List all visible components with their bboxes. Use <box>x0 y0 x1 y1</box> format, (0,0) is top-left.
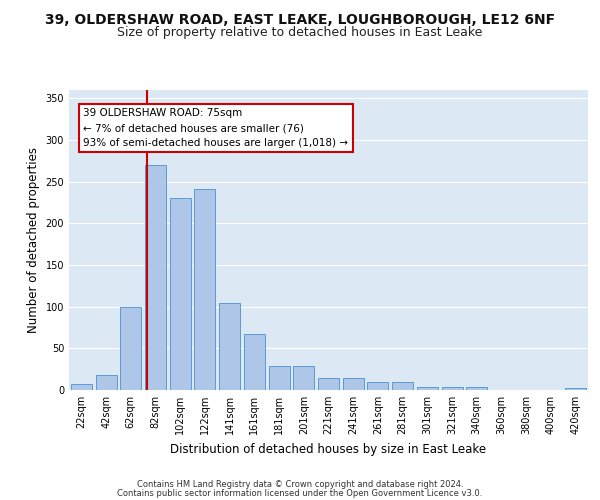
Bar <box>417 386 438 390</box>
Text: Contains public sector information licensed under the Open Government Licence v3: Contains public sector information licen… <box>118 490 482 498</box>
Bar <box>269 366 290 390</box>
Bar <box>244 334 265 390</box>
Bar <box>170 198 191 390</box>
Text: 39 OLDERSHAW ROAD: 75sqm
← 7% of detached houses are smaller (76)
93% of semi-de: 39 OLDERSHAW ROAD: 75sqm ← 7% of detache… <box>83 108 349 148</box>
Bar <box>367 382 388 390</box>
X-axis label: Distribution of detached houses by size in East Leake: Distribution of detached houses by size … <box>170 442 487 456</box>
Bar <box>442 386 463 390</box>
Bar <box>293 366 314 390</box>
Bar <box>120 306 141 390</box>
Text: Size of property relative to detached houses in East Leake: Size of property relative to detached ho… <box>118 26 482 39</box>
Y-axis label: Number of detached properties: Number of detached properties <box>27 147 40 333</box>
Bar <box>565 388 586 390</box>
Text: Contains HM Land Registry data © Crown copyright and database right 2024.: Contains HM Land Registry data © Crown c… <box>137 480 463 489</box>
Bar <box>343 378 364 390</box>
Bar <box>71 384 92 390</box>
Text: 39, OLDERSHAW ROAD, EAST LEAKE, LOUGHBOROUGH, LE12 6NF: 39, OLDERSHAW ROAD, EAST LEAKE, LOUGHBOR… <box>45 12 555 26</box>
Bar <box>318 378 339 390</box>
Bar <box>219 302 240 390</box>
Bar <box>466 386 487 390</box>
Bar <box>392 382 413 390</box>
Bar <box>95 375 116 390</box>
Bar <box>145 165 166 390</box>
Bar <box>194 189 215 390</box>
